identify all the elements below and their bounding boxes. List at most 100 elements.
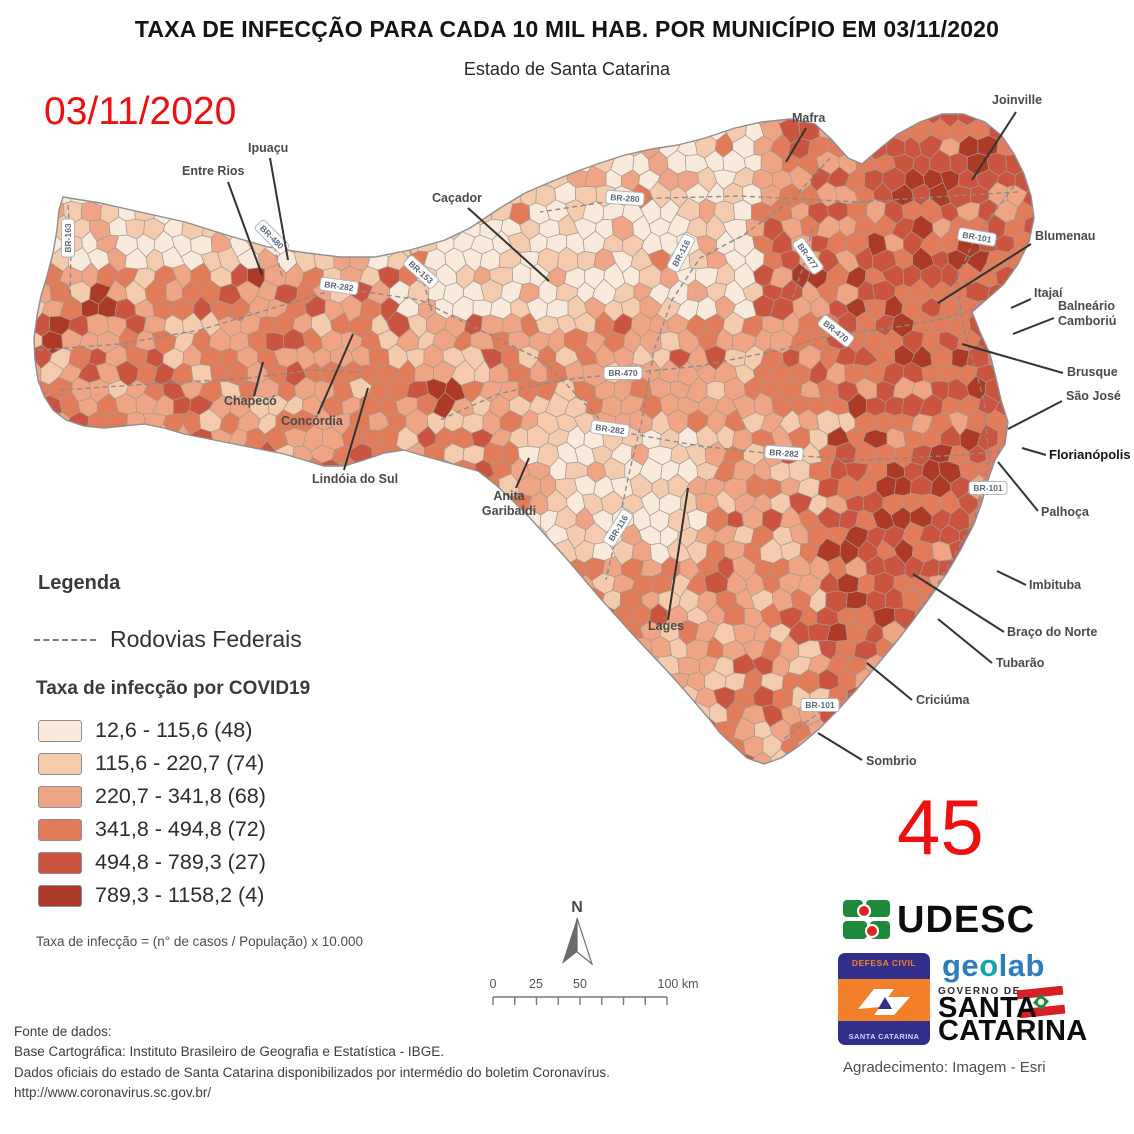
- legend-class-row: 115,6 - 220,7 (74): [38, 747, 266, 780]
- city-label: Balneário Camboriú: [1058, 299, 1116, 328]
- city-label: Anita Garibaldi: [482, 489, 536, 518]
- city-label: Ipuaçu: [248, 141, 288, 155]
- road-shield: BR-470: [603, 366, 643, 380]
- legend-class-label: 789,3 - 1158,2 (4): [95, 883, 265, 907]
- city-leader-line: [253, 361, 264, 397]
- data-source-block: Fonte de dados: Base Cartográfica: Instit…: [14, 1022, 610, 1103]
- source-line: http://www.coronavirus.sc.gov.br/: [14, 1084, 212, 1100]
- legend-class-row: 341,8 - 494,8 (72): [38, 813, 266, 846]
- state-border: [33, 113, 1035, 765]
- city-leader-line: [997, 461, 1039, 512]
- city-leader-line: [1021, 447, 1047, 456]
- governo-de-label: GOVERNO DE: [938, 986, 1021, 997]
- city-label: Criciúma: [916, 693, 971, 707]
- svg-text:BR-280: BR-280: [610, 192, 640, 204]
- infection-rate-heading: Taxa de infecção por COVID19: [36, 678, 311, 699]
- city-label: Imbituba: [1029, 578, 1082, 592]
- legend-class-label: 220,7 - 341,8 (68): [95, 784, 266, 808]
- city-leader-line: [1007, 400, 1063, 430]
- source-line: Dados oficiais do estado de Santa Catari…: [14, 1064, 610, 1080]
- map-subtitle: Estado de Santa Catarina: [463, 59, 671, 79]
- acknowledgment-text: Agradecimento: Imagem - Esri: [843, 1059, 1046, 1076]
- defesa-civil-emblem-icon: [858, 989, 910, 1015]
- city-label: Entre Rios: [182, 164, 245, 178]
- legend-roads-row: Rodovias Federais: [34, 626, 302, 653]
- city-label: São José: [1066, 389, 1121, 403]
- handwritten-count-annotation: 45: [897, 783, 984, 871]
- legend-class-list: 12,6 - 115,6 (48) 115,6 - 220,7 (74) 220,7…: [38, 714, 266, 912]
- defesa-civil-badge: DEFESA CIVIL SANTA CATARINA: [838, 953, 930, 1045]
- scale-bar-label: 100 km: [658, 977, 699, 991]
- governo-santa-catarina-wordmark: SANTA CATARINA: [938, 992, 1088, 1047]
- legend-color-swatch: [38, 818, 82, 841]
- city-label: Brusque: [1067, 365, 1118, 379]
- legend-color-swatch: [38, 752, 82, 775]
- scale-bar: 0 25 50 100 km: [490, 977, 699, 1005]
- city-label: Lages: [648, 619, 684, 633]
- legend-class-label: 494,8 - 789,3 (27): [95, 850, 266, 874]
- city-label: Concórdia: [281, 414, 344, 428]
- road-shield: BR-282: [764, 444, 804, 462]
- handwritten-date-annotation: 03/11/2020: [44, 90, 237, 133]
- road-shield: BR-101: [968, 481, 1008, 495]
- geolab-logo: geolab: [942, 948, 1045, 983]
- city-leader-line: [866, 662, 913, 701]
- federal-highways-label: Rodovias Federais: [110, 626, 302, 652]
- legend-class-label: 341,8 - 494,8 (72): [95, 817, 266, 841]
- svg-text:BR-101: BR-101: [973, 483, 1003, 493]
- municipality-mosaic: [34, 114, 1034, 764]
- legend-color-swatch: [38, 884, 82, 907]
- city-leader-line: [317, 333, 354, 415]
- road-shield: BR-282: [319, 276, 359, 296]
- geolab-o-swoosh-icon: o: [979, 948, 999, 983]
- map-title: TAXA DE INFECÇÃO PARA CADA 10 MIL HAB. P…: [134, 16, 1000, 42]
- city-leader-line: [785, 127, 807, 163]
- santa-catarina-flag-icon: [1016, 986, 1066, 1018]
- svg-text:BR-163: BR-163: [63, 223, 73, 253]
- legend-class-row: 220,7 - 341,8 (68): [38, 780, 266, 813]
- city-leader-line: [343, 387, 369, 471]
- city-leader-line: [667, 487, 689, 621]
- city-label: Joinville: [992, 93, 1042, 107]
- city-label: Florianópolis: [1049, 447, 1131, 462]
- city-leader-line: [817, 732, 863, 761]
- svg-text:BR-282: BR-282: [769, 447, 799, 459]
- legend-heading: Legenda: [38, 572, 121, 594]
- legend-color-swatch: [38, 851, 82, 874]
- city-leader-line: [227, 181, 263, 276]
- city-label: Blumenau: [1035, 229, 1095, 243]
- scale-bar-label: 25: [529, 977, 543, 991]
- defesa-civil-label: DEFESA CIVIL: [851, 958, 917, 968]
- road-shield: BR-282: [590, 419, 630, 439]
- legend-color-swatch: [38, 719, 82, 742]
- road-shield: BR-280: [605, 189, 645, 207]
- defesa-civil-state-label: SANTA CATARINA: [848, 1032, 920, 1041]
- city-leader-line: [1012, 317, 1055, 335]
- legend-class-row: 789,3 - 1158,2 (4): [38, 879, 266, 912]
- city-leader-line: [937, 618, 993, 664]
- road-shield: BR-163: [61, 218, 75, 258]
- city-leader-line: [996, 570, 1027, 586]
- source-line: Fonte de dados:: [14, 1024, 112, 1039]
- city-label: Itajaí: [1034, 286, 1063, 300]
- scale-bar-label: 50: [573, 977, 587, 991]
- legend-class-label: 12,6 - 115,6 (48): [95, 718, 253, 742]
- svg-text:BR-282: BR-282: [595, 422, 626, 436]
- legend-color-swatch: [38, 785, 82, 808]
- defesa-civil-band: [838, 979, 930, 1021]
- city-leader-line: [912, 573, 1005, 633]
- city-leader-line: [961, 343, 1064, 374]
- city-label: Caçador: [432, 191, 482, 205]
- udesc-logo: UDESC: [843, 898, 1035, 942]
- legend-class-row: 12,6 - 115,6 (48): [38, 714, 266, 747]
- city-label: Mafra: [792, 111, 826, 125]
- city-label: Sombrio: [866, 754, 917, 768]
- road-shield: BR-101: [800, 698, 840, 712]
- svg-text:BR-101: BR-101: [805, 700, 835, 710]
- udesc-wordmark: UDESC: [897, 898, 1036, 941]
- scale-bar-label: 0: [490, 977, 497, 991]
- city-label: Lindóia do Sul: [312, 472, 398, 486]
- road-shield: BR-101: [957, 227, 997, 247]
- city-leader-line: [515, 457, 530, 489]
